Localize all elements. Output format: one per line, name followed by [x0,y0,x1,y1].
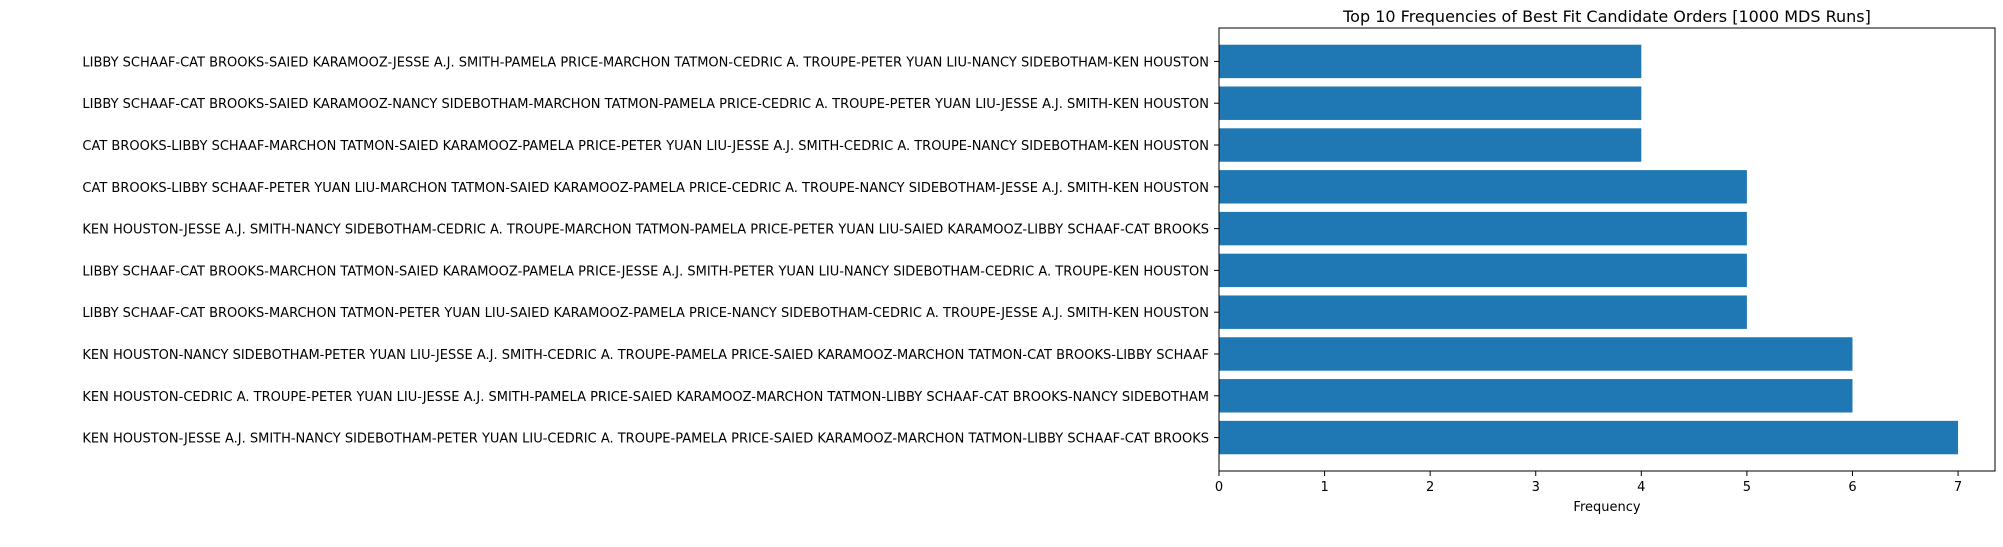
y-tick-label: CAT BROOKS-LIBBY SCHAAF-MARCHON TATMON-S… [82,139,1209,154]
y-tick-label: KEN HOUSTON-JESSE A.J. SMITH-NANCY SIDEB… [82,432,1209,447]
x-tick-label: 7 [1954,480,1962,495]
bar [1219,170,1747,204]
bar [1219,86,1642,120]
y-tick-label: KEN HOUSTON-CEDRIC A. TROUPE-PETER YUAN … [82,390,1209,405]
x-axis-label: Frequency [1573,500,1640,515]
y-tick-label: CAT BROOKS-LIBBY SCHAAF-PETER YUAN LIU-M… [82,181,1209,196]
x-tick-label: 4 [1637,480,1645,495]
x-tick-label: 1 [1320,480,1328,495]
y-tick-label: KEN HOUSTON-NANCY SIDEBOTHAM-PETER YUAN … [82,348,1209,363]
y-tick-labels: LIBBY SCHAAF-CAT BROOKS-SAIED KARAMOOZ-J… [82,55,1209,446]
y-tick-label: LIBBY SCHAAF-CAT BROOKS-SAIED KARAMOOZ-N… [82,97,1209,112]
y-tick-label: KEN HOUSTON-JESSE A.J. SMITH-NANCY SIDEB… [82,223,1209,238]
y-tick-label: LIBBY SCHAAF-CAT BROOKS-SAIED KARAMOOZ-J… [82,55,1209,70]
bars-layer [1219,44,1959,455]
x-tick-label: 0 [1215,480,1223,495]
x-tick-label: 3 [1532,480,1540,495]
bar [1219,420,1959,455]
plot-frame [1218,27,1996,472]
bar [1219,211,1747,246]
chart-title: Top 10 Frequencies of Best Fit Candidate… [1342,7,1871,26]
x-tick-label: 6 [1848,480,1856,495]
bar [1219,44,1642,79]
bar [1219,337,1853,371]
y-tick-label: LIBBY SCHAAF-CAT BROOKS-MARCHON TATMON-P… [82,306,1209,321]
x-tick-labels: 0 1 2 3 4 5 6 7 [1215,480,1962,495]
y-tick-label: LIBBY SCHAAF-CAT BROOKS-MARCHON TATMON-S… [82,264,1209,279]
x-tick-label: 5 [1743,480,1751,495]
bar [1219,379,1853,413]
axes-layer [1214,27,1996,476]
bar [1219,128,1642,162]
bar [1219,295,1747,329]
bar [1219,253,1747,288]
x-tick-label: 2 [1426,480,1434,495]
